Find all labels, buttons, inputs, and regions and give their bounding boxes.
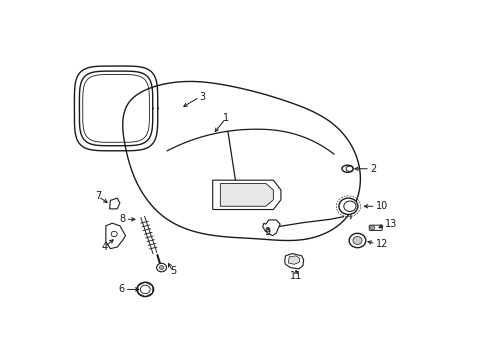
Circle shape (137, 282, 153, 297)
Text: 12: 12 (375, 239, 387, 249)
Text: 9: 9 (264, 228, 270, 237)
Text: 7: 7 (95, 192, 101, 202)
Text: 10: 10 (375, 201, 387, 211)
Text: 5: 5 (169, 266, 176, 276)
Circle shape (156, 263, 166, 272)
Polygon shape (212, 180, 280, 210)
Polygon shape (288, 256, 299, 264)
Polygon shape (284, 253, 303, 269)
FancyBboxPatch shape (368, 225, 381, 230)
Circle shape (369, 226, 374, 230)
Polygon shape (122, 81, 360, 240)
Polygon shape (262, 220, 280, 235)
Text: 8: 8 (119, 214, 125, 224)
Circle shape (348, 233, 365, 248)
Circle shape (140, 285, 150, 294)
Circle shape (338, 198, 357, 215)
Polygon shape (220, 184, 273, 206)
Circle shape (159, 266, 163, 270)
Polygon shape (105, 223, 125, 249)
Text: 1: 1 (223, 113, 228, 123)
Polygon shape (109, 198, 120, 209)
Text: 4: 4 (102, 242, 107, 252)
Text: 11: 11 (289, 271, 302, 282)
Circle shape (352, 237, 361, 244)
Circle shape (343, 201, 355, 211)
Ellipse shape (346, 166, 352, 171)
Circle shape (111, 231, 117, 237)
Ellipse shape (341, 165, 353, 172)
Text: 13: 13 (385, 219, 397, 229)
Text: 2: 2 (369, 164, 375, 174)
Text: 3: 3 (199, 92, 205, 102)
Text: 6: 6 (119, 284, 124, 294)
